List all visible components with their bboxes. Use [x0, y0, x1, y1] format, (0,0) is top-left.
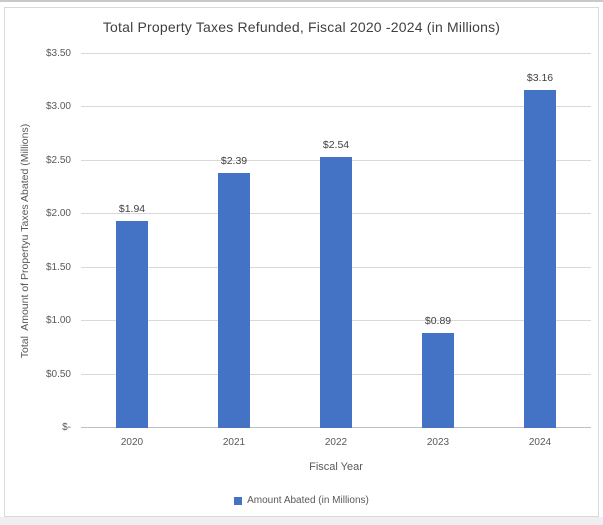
bar-cell-2020: $1.94	[81, 54, 183, 428]
plot-area: $1.94 $2.39 $2.54 $0.89 $3.16	[81, 53, 591, 428]
chart-frame: Total Property Taxes Refunded, Fiscal 20…	[4, 7, 599, 517]
y-tick-label: $-	[62, 422, 71, 433]
y-tick-label: $3.50	[45, 48, 71, 59]
x-tick-label-2020: 2020	[120, 437, 144, 448]
y-axis-title: Total Amount of Propertyu Taxes Abated (…	[19, 123, 31, 359]
bar-2024	[524, 90, 556, 428]
gridline	[81, 106, 591, 108]
bar-2020	[116, 220, 148, 428]
bar-cell-2021: $2.39	[183, 54, 285, 428]
x-tick-label-2021: 2021	[222, 437, 246, 448]
y-tick-label: $1.50	[45, 261, 71, 273]
bar-value-label: $0.89	[424, 314, 452, 327]
legend-label: Amount Abated (in Millions)	[247, 495, 369, 506]
legend-marker-icon	[234, 496, 243, 505]
y-tick-label: $2.00	[45, 208, 71, 220]
bar-value-label: $1.94	[118, 202, 146, 215]
x-axis-ticks: 2020 2021 2022 2023 2024	[81, 437, 591, 448]
bar-cell-2022: $2.54	[285, 54, 387, 428]
chart-title: Total Property Taxes Refunded, Fiscal 20…	[102, 19, 501, 35]
gridline	[81, 53, 591, 54]
y-tick-label: $1.00	[45, 315, 71, 327]
bar-value-label: $3.16	[526, 72, 554, 85]
y-tick-label: $0.50	[45, 368, 71, 380]
legend: Amount Abated (in Millions)	[5, 495, 598, 506]
x-tick-label-2023: 2023	[426, 437, 450, 448]
y-tick-label: $2.50	[45, 154, 71, 166]
bar-2023	[422, 332, 454, 428]
bar-value-label: $2.54	[322, 138, 350, 151]
bar-cell-2023: $0.89	[387, 54, 489, 428]
screen-top-edge	[0, 0, 603, 2]
bar-value-label: $2.39	[220, 154, 248, 167]
x-tick-label-2024: 2024	[528, 437, 552, 448]
bar-series: $1.94 $2.39 $2.54 $0.89 $3.16	[81, 54, 591, 428]
x-axis-title: Fiscal Year	[309, 461, 363, 473]
bar-cell-2024: $3.16	[489, 54, 591, 428]
x-tick-label-2022: 2022	[324, 437, 348, 448]
y-tick-label: $3.00	[45, 101, 71, 113]
bar-2021	[218, 172, 250, 428]
page-background-strip	[0, 517, 603, 525]
bar-2022	[320, 156, 352, 428]
